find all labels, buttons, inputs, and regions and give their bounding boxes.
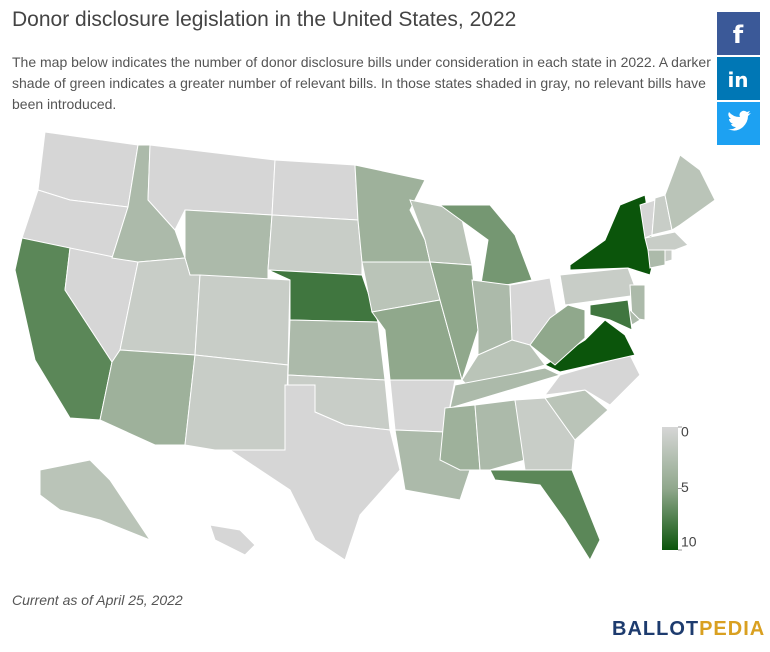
state <box>439 404 481 471</box>
legend-bar <box>662 427 678 550</box>
state <box>664 154 716 231</box>
state <box>99 349 196 446</box>
svg-text:f: f <box>733 21 744 49</box>
logo: BALLOTPEDIA <box>612 618 765 641</box>
state <box>194 274 291 366</box>
state <box>209 524 256 556</box>
state <box>629 284 646 321</box>
state <box>287 319 386 381</box>
state <box>271 159 359 221</box>
state <box>39 459 152 542</box>
state <box>474 399 526 471</box>
twitter-button[interactable] <box>717 102 760 145</box>
state <box>543 319 636 373</box>
state <box>438 204 533 291</box>
state <box>267 214 363 276</box>
legend-label: 0 <box>681 424 689 440</box>
state <box>184 354 289 451</box>
state <box>544 389 609 441</box>
state <box>529 304 586 366</box>
state <box>647 247 666 269</box>
facebook-button[interactable]: f <box>717 12 760 55</box>
svg-text:in: in <box>727 68 748 92</box>
footer: Current as of April 25, 2022 <box>12 592 183 608</box>
legend-label: 10 <box>681 534 697 550</box>
logo-first: BALLOT <box>612 618 700 640</box>
legend-label: 5 <box>681 479 689 495</box>
state <box>543 354 641 406</box>
logo-second: PEDIA <box>699 618 766 640</box>
state <box>228 384 401 561</box>
state <box>644 231 689 251</box>
description: The map below indicates the number of do… <box>12 54 711 112</box>
state <box>489 469 601 562</box>
title: Donor disclosure legislation in the Unit… <box>12 8 517 31</box>
state <box>514 397 576 471</box>
state <box>184 209 273 281</box>
state <box>429 261 479 382</box>
map: 0 5 10 <box>14 131 716 562</box>
state <box>559 267 639 306</box>
linkedin-button[interactable]: in <box>717 57 760 100</box>
state <box>589 299 633 331</box>
